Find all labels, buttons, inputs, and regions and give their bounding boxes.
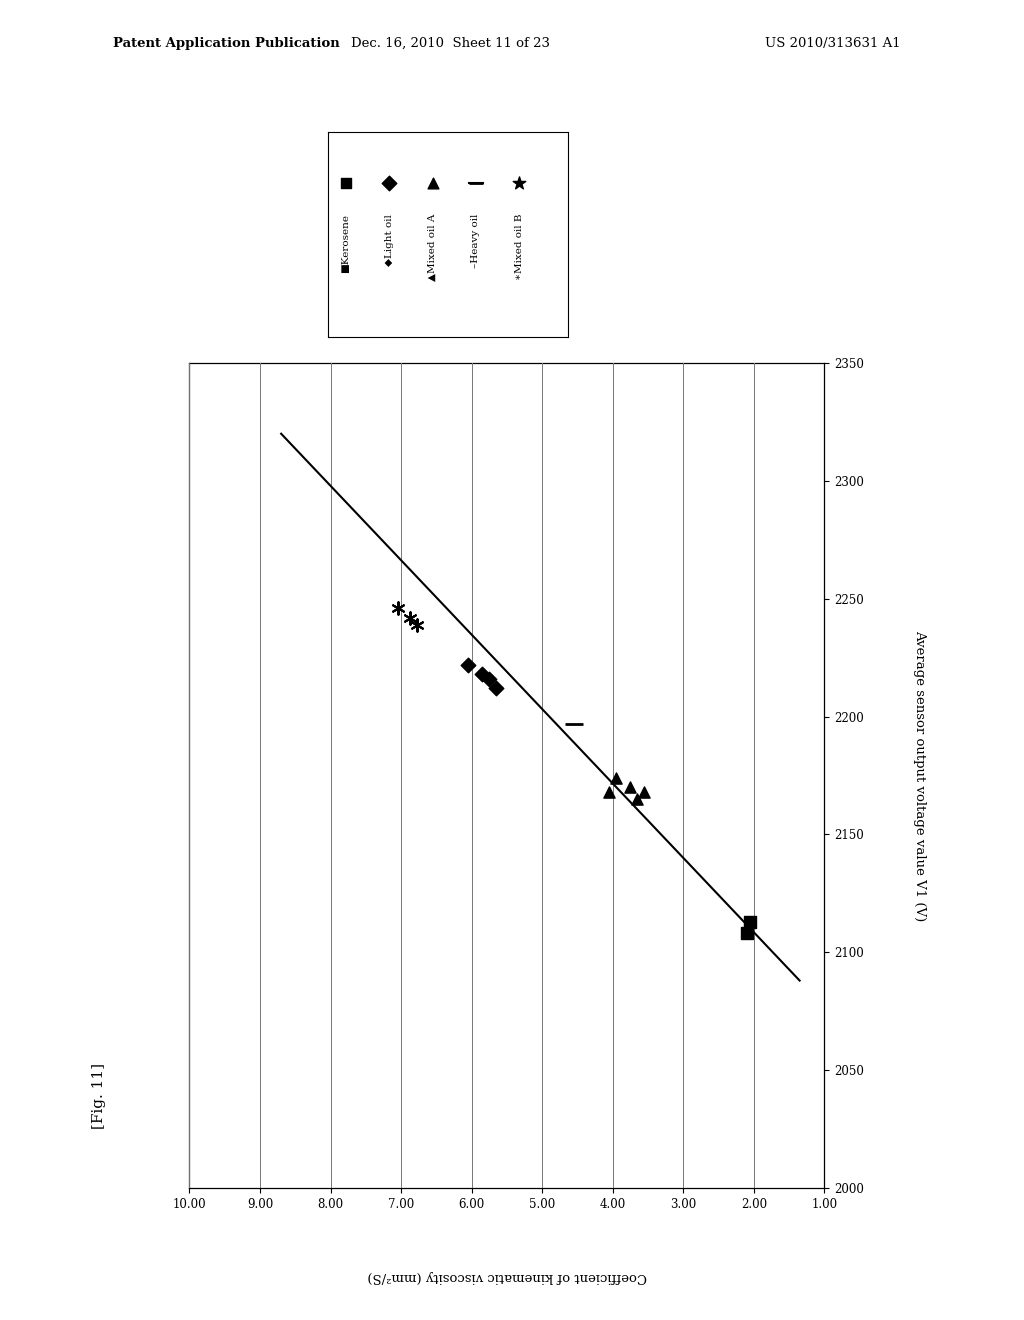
Point: [738, 923, 755, 944]
Point: [409, 614, 425, 635]
Text: ■Kerosene: ■Kerosene: [341, 214, 350, 273]
Point: [338, 173, 354, 194]
Point: [565, 713, 582, 734]
Point: [629, 788, 645, 809]
Point: [474, 664, 490, 685]
Text: –Heavy oil: –Heavy oil: [471, 214, 480, 268]
Text: ◆Light oil: ◆Light oil: [385, 214, 394, 265]
Point: [401, 607, 418, 628]
Text: ∗Mixed oil B: ∗Mixed oil B: [515, 214, 523, 280]
Point: [381, 173, 397, 194]
Y-axis label: Average sensor output voltage value V1 (V): Average sensor output voltage value V1 (…: [913, 630, 927, 921]
Point: [608, 767, 625, 788]
Point: [623, 776, 639, 797]
Text: Dec. 16, 2010  Sheet 11 of 23: Dec. 16, 2010 Sheet 11 of 23: [351, 37, 550, 50]
Text: [Fig. 11]: [Fig. 11]: [92, 1063, 106, 1129]
Point: [488, 677, 505, 698]
X-axis label: Coefficient of kinematic viscosity (mm²/S): Coefficient of kinematic viscosity (mm²/…: [367, 1270, 647, 1283]
Text: Patent Application Publication: Patent Application Publication: [113, 37, 339, 50]
Point: [389, 598, 406, 619]
Point: [601, 781, 617, 803]
Point: [742, 911, 759, 932]
Point: [636, 781, 652, 803]
Point: [481, 668, 498, 689]
Text: US 2010/313631 A1: US 2010/313631 A1: [766, 37, 901, 50]
Point: [424, 173, 440, 194]
Text: ▲Mixed oil A: ▲Mixed oil A: [428, 214, 437, 281]
Point: [511, 173, 527, 194]
Point: [460, 655, 476, 676]
